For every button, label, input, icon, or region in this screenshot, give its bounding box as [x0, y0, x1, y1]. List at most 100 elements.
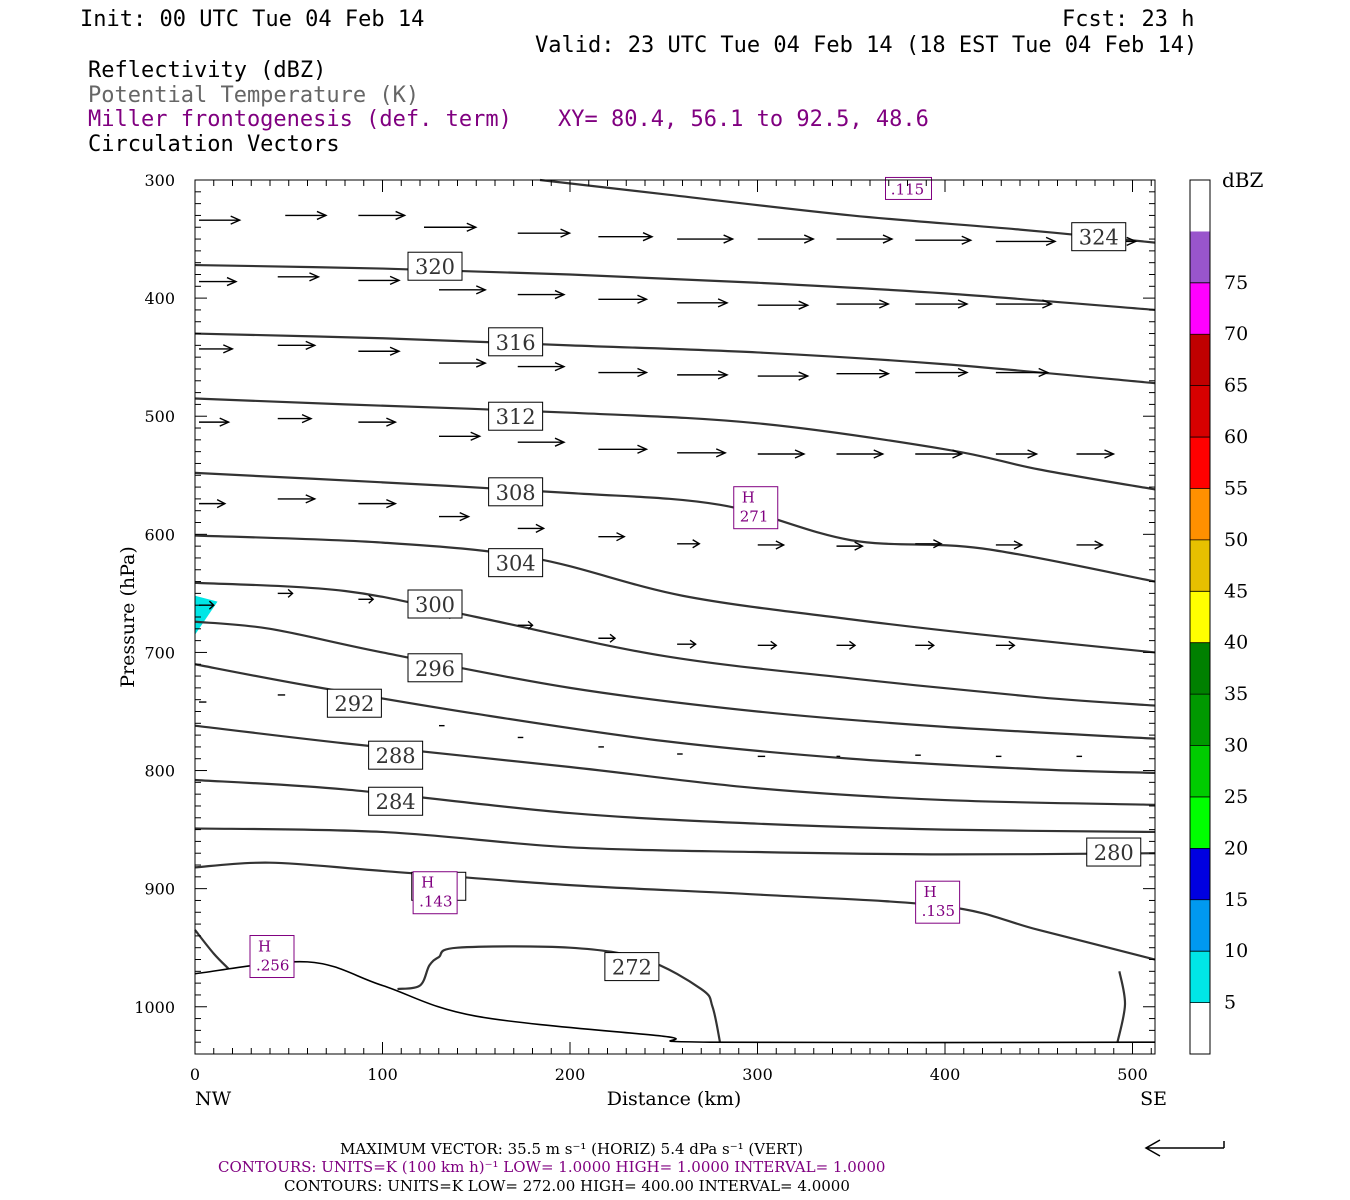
y-tick-label: 1000: [134, 998, 175, 1017]
circulation-vector: [358, 498, 398, 509]
y-tick-label: 700: [144, 643, 175, 662]
x-axis-label: Distance (km): [607, 1088, 742, 1110]
circulation-vector: [424, 222, 478, 232]
circulation-vector: [358, 275, 401, 286]
field-title-reflectivity: Reflectivity (dBZ): [88, 58, 326, 83]
circulation-vector: [277, 340, 317, 350]
theta-contour-label-300: 300: [407, 589, 463, 619]
colorbar-swatch: [1190, 899, 1210, 952]
colorbar-tick-label: 30: [1224, 735, 1248, 757]
circulation-vector: [915, 235, 973, 245]
y-tick-label: 600: [144, 525, 175, 544]
circulation-vector: [517, 437, 566, 447]
svg-text:272: 272: [612, 956, 652, 980]
theta-contour-label-288: 288: [368, 740, 424, 770]
circulation-vector: [199, 215, 242, 225]
theta-contour-label-308: 308: [488, 477, 544, 507]
theta-contour-272: [1116, 971, 1127, 1043]
circulation-vector: [915, 539, 943, 549]
frontogenesis-max-label: H.256: [249, 935, 295, 979]
y-axis-label: Pressure (hPa): [117, 546, 139, 688]
theta-contour-272: [397, 945, 722, 1043]
svg-text:324: 324: [1079, 226, 1119, 250]
circulation-vector: [677, 298, 729, 308]
circulation-vector: [199, 276, 238, 287]
frontogenesis-max-label: .115: [885, 176, 932, 200]
svg-text:316: 316: [496, 331, 536, 355]
theta-contour-296: [194, 620, 1156, 740]
theta-contour-284: [194, 778, 1156, 834]
svg-text:H: H: [258, 938, 271, 956]
circulation-vector: [757, 300, 810, 310]
circulation-vector: [836, 299, 891, 309]
circulation-vector: [439, 431, 482, 441]
y-tick-label: 500: [144, 407, 175, 426]
circulation-vector: [517, 523, 546, 534]
theta-contour-label-296: 296: [407, 653, 463, 683]
svg-text:304: 304: [496, 552, 536, 576]
colorbar-tick-label: 55: [1224, 477, 1248, 499]
svg-text:271: 271: [740, 508, 769, 526]
colorbar-swatch: [1190, 642, 1210, 695]
frontogenesis-contour-note: CONTOURS: UNITS=K (100 km h)⁻¹ LOW= 1.00…: [218, 1158, 885, 1176]
circulation-vector: [677, 234, 735, 244]
circulation-vector: [836, 541, 864, 551]
colorbar-swatch: [1190, 539, 1210, 592]
frontogenesis-max-label: H.143: [412, 871, 458, 915]
circulation-vector: [277, 272, 321, 282]
circulation-vector: [517, 361, 566, 372]
frontogenesis-max-label: H.135: [915, 880, 961, 924]
theta-contour-320: [194, 263, 1156, 312]
colorbar-tick-label: 25: [1224, 786, 1248, 808]
colorbar-tick-label: 10: [1224, 940, 1248, 962]
theta-contour-label-316: 316: [488, 327, 544, 357]
circulation-vector: [995, 540, 1024, 550]
circulation-vector: [598, 232, 654, 242]
circulation-vector: [757, 540, 786, 550]
colorbar-tick-label: 15: [1224, 889, 1248, 911]
x-axis-right-end-label: SE: [1140, 1088, 1167, 1110]
circulation-vector: [757, 371, 810, 381]
colorbar-swatch: [1190, 437, 1210, 489]
y-tick-label: 900: [144, 880, 175, 899]
circulation-vector: [915, 640, 935, 650]
circulation-vector: [598, 633, 617, 643]
init-label: Init: 00 UTC Tue 04 Feb 14: [80, 7, 424, 32]
svg-text:296: 296: [415, 657, 455, 681]
circulation-vector: [199, 344, 235, 354]
theta-contour-324: [539, 178, 1156, 244]
colorbar-tick-label: 60: [1224, 426, 1248, 448]
circulation-vector: [358, 594, 375, 604]
y-tick-label: 800: [144, 762, 175, 781]
svg-text:.135: .135: [922, 902, 955, 920]
theta-contour-276: [194, 861, 1156, 961]
field-title-vectors: Circulation Vectors: [88, 132, 340, 157]
y-tick-label: 400: [144, 289, 175, 308]
circulation-vector: [995, 236, 1057, 247]
x-axis-left-end-label: NW: [195, 1088, 232, 1110]
colorbar-swatch: [1190, 1002, 1210, 1054]
dbz-colorbar: 5 10 15 20 25 30 35 40 45 50 55 60 65 70 75: [1189, 179, 1248, 1055]
svg-text:.143: .143: [419, 893, 452, 911]
forecast-hour-label: Fcst: 23 h: [1062, 7, 1194, 32]
field-title-frontogenesis: Miller frontogenesis (def. term): [88, 107, 512, 132]
colorbar-swatch: [1190, 180, 1210, 232]
theta-contour-label-292: 292: [326, 688, 382, 718]
circulation-vector: [677, 639, 697, 649]
circulation-vector: [677, 448, 727, 458]
circulation-vector: [598, 294, 649, 304]
max-vector-note: MAXIMUM VECTOR: 35.5 m s⁻¹ (HORIZ) 5.4 d…: [340, 1140, 803, 1158]
circulation-vector: [439, 285, 487, 295]
valid-time-label: Valid: 23 UTC Tue 04 Feb 14 (18 EST Tue …: [535, 33, 1197, 58]
svg-text:320: 320: [415, 255, 455, 279]
axis-ticks: 0 100 200 300 400 500 300 400 500 600 700 800 900 100…: [134, 171, 1155, 1084]
circulation-vector: [915, 449, 964, 459]
colorbar-swatch: [1190, 796, 1210, 849]
circulation-vector: [277, 588, 294, 598]
circulation-vector: [517, 620, 534, 630]
reference-vector-arrow: [1144, 1139, 1225, 1157]
svg-text:.115: .115: [891, 180, 924, 198]
circulation-vector: [995, 449, 1039, 459]
svg-text:280: 280: [1094, 841, 1134, 865]
circulation-vector-layer: [199, 210, 1138, 758]
